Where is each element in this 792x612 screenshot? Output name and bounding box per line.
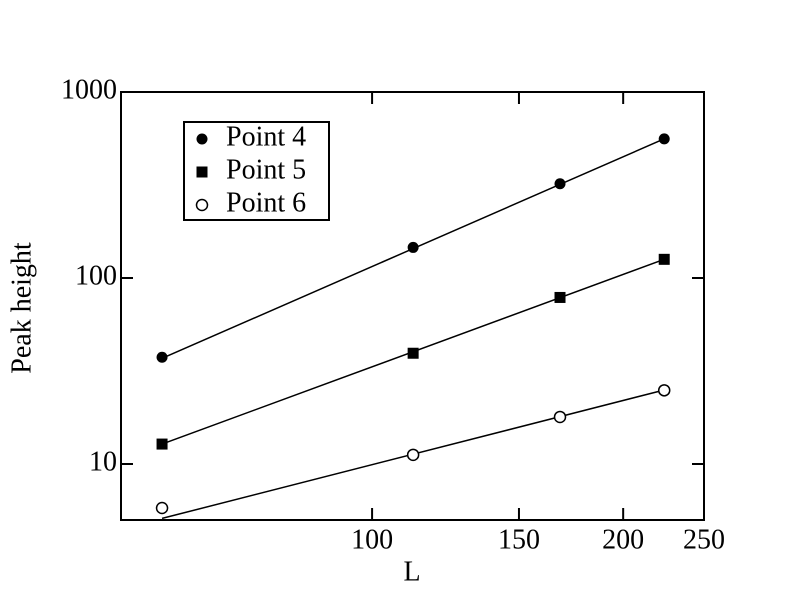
data-point bbox=[406, 448, 420, 462]
data-point bbox=[658, 253, 670, 265]
legend-label: Point 6 bbox=[226, 187, 306, 218]
x-tick-label: 200 bbox=[602, 524, 644, 555]
plot-frame bbox=[120, 91, 705, 521]
data-point bbox=[554, 291, 566, 303]
y-axis-label: Peak height bbox=[6, 242, 37, 374]
data-point bbox=[407, 347, 419, 359]
y-tick-label: 100 bbox=[75, 260, 117, 291]
data-point bbox=[407, 241, 419, 253]
x-axis-label: L bbox=[403, 556, 420, 587]
y-tick-label: 1000 bbox=[61, 74, 117, 105]
legend-label: Point 5 bbox=[226, 154, 306, 185]
data-point bbox=[658, 133, 670, 145]
legend-marker bbox=[195, 198, 209, 212]
legend-marker bbox=[196, 133, 208, 145]
data-point bbox=[553, 410, 567, 424]
data-point bbox=[156, 351, 168, 363]
data-point bbox=[155, 501, 169, 515]
data-point bbox=[657, 384, 671, 397]
x-tick-label: 150 bbox=[498, 524, 540, 555]
x-tick-label: 100 bbox=[351, 524, 393, 555]
y-tick-label: 10 bbox=[89, 446, 117, 477]
data-point bbox=[554, 178, 566, 190]
legend-box bbox=[183, 121, 330, 221]
data-point bbox=[156, 438, 168, 450]
legend-label: Point 4 bbox=[226, 121, 306, 152]
x-tick-label: 250 bbox=[683, 524, 725, 555]
legend-marker bbox=[196, 166, 208, 178]
